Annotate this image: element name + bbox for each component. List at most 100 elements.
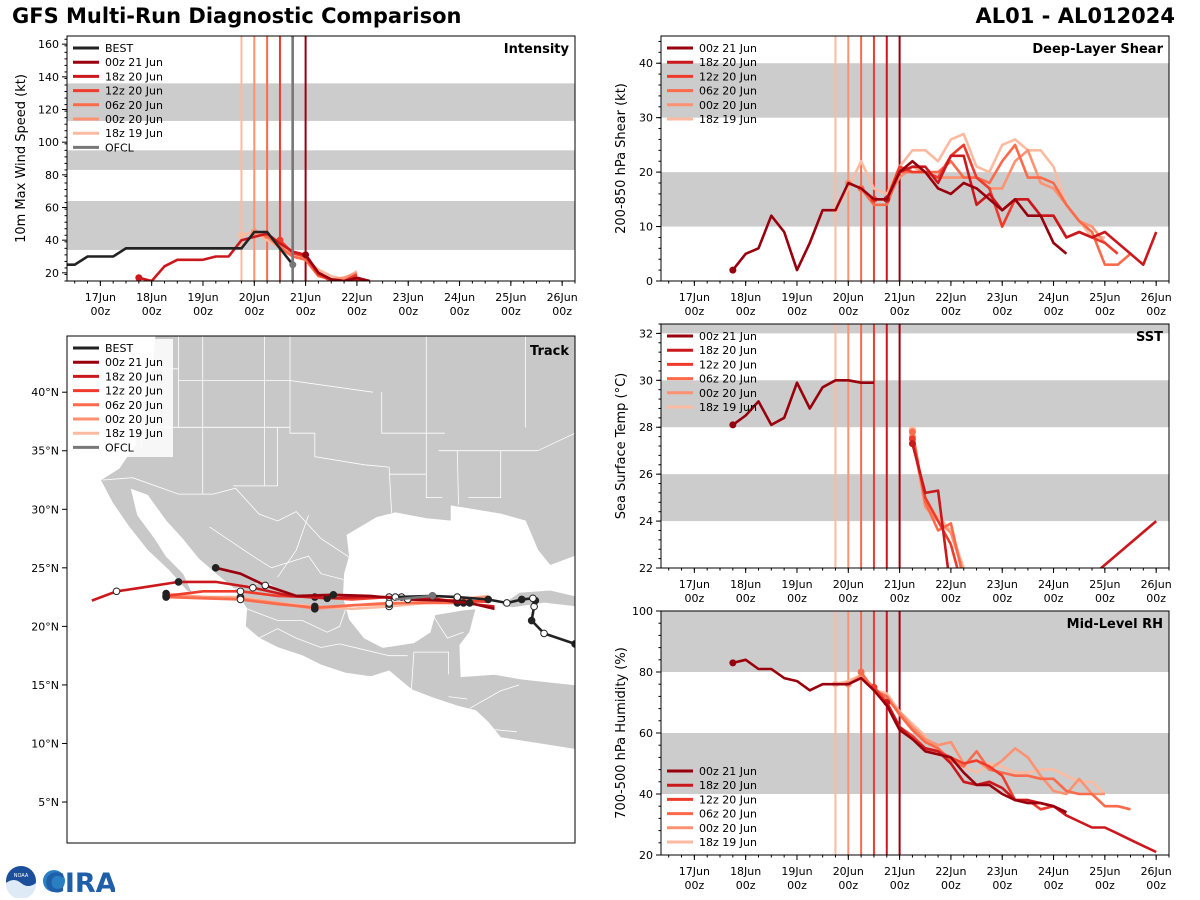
x-tick-label-date: 25Jun [495, 291, 526, 304]
y-axis-label: 700-500 hPa Humidity (%) [614, 647, 629, 819]
best-track-line [67, 230, 294, 266]
x-tick-label-date: 23Jun [987, 578, 1018, 591]
x-tick-label-date: 22Jun [341, 291, 372, 304]
legend-label: 18z 20 Jun [699, 779, 757, 792]
x-tick-label-date: 17Jun [85, 291, 116, 304]
x-tick-label-date: 26Jun [1141, 291, 1172, 304]
lat-tick-label: 20°N [31, 620, 59, 633]
x-tick-label-hour: 00z [244, 305, 264, 318]
x-tick-label-date: 24Jun [1038, 291, 1069, 304]
axes-frame [660, 35, 1170, 282]
y-tick-label: 30 [639, 112, 653, 125]
y-tick-label: 40 [45, 234, 59, 247]
x-tick-label-date: 22Jun [935, 291, 966, 304]
x-tick-label-date: 19Jun [781, 578, 812, 591]
legend-label: 18z 19 Jun [699, 836, 757, 849]
threshold-band [661, 611, 1169, 672]
x-tick-label-date: 25Jun [1089, 865, 1120, 878]
best-track-point [503, 599, 511, 607]
threshold-band [67, 83, 575, 121]
x-tick-label-date: 19Jun [187, 291, 218, 304]
sst-plot-area [661, 324, 1169, 568]
series-init-point [135, 274, 143, 281]
x-tick-label-date: 21Jun [884, 291, 915, 304]
series-line-0 [732, 658, 1067, 814]
shear-panel: 01020304017Jun00z18Jun00z19Jun00z20Jun00… [614, 35, 1172, 318]
x-tick-label-hour: 00z [890, 879, 910, 892]
x-tick-label-date: 23Jun [393, 291, 424, 304]
legend-label: 00z 21 Jun [105, 356, 163, 369]
x-tick-label-hour: 00z [1044, 879, 1064, 892]
legend-label: BEST [105, 342, 133, 355]
noaa-text: NOAA [14, 873, 29, 879]
track-point [465, 599, 474, 607]
y-tick-label: 26 [639, 468, 653, 481]
x-tick-label-date: 22Jun [935, 578, 966, 591]
best-track-point [453, 593, 462, 601]
track-point [174, 578, 183, 586]
series-init-point [729, 421, 737, 429]
legend-label: 18z 19 Jun [699, 113, 757, 126]
y-tick-label: 80 [639, 666, 653, 679]
legend-label: 06z 20 Jun [699, 373, 757, 386]
track-point [162, 592, 170, 600]
x-tick-label-date: 20Jun [833, 291, 864, 304]
legend-label: 18z 20 Jun [105, 370, 163, 383]
panel-title: Track [530, 344, 569, 359]
axes-frame [66, 335, 576, 844]
track-point [211, 564, 220, 572]
rh-panel: 2040608010017Jun00z18Jun00z19Jun00z20Jun… [614, 605, 1172, 892]
series-line-1 [885, 701, 1157, 854]
globe-icon [43, 870, 65, 892]
border-line [381, 392, 445, 434]
x-tick-label-date: 21Jun [884, 578, 915, 591]
legend-label: 12z 20 Jun [105, 385, 163, 398]
x-tick-label-hour: 00z [992, 305, 1012, 318]
legend-label: 18z 20 Jun [105, 70, 163, 83]
border-line [271, 555, 344, 580]
y-tick-label: 40 [639, 788, 653, 801]
track-point [112, 587, 121, 596]
x-tick-label-hour: 00z [1146, 592, 1166, 605]
x-tick-label-date: 19Jun [781, 291, 812, 304]
x-tick-label-hour: 00z [90, 305, 110, 318]
legend-label: 12z 20 Jun [699, 70, 757, 83]
x-tick-label-date: 22Jun [935, 865, 966, 878]
x-tick-label-hour: 00z [941, 592, 961, 605]
x-tick-label-date: 20Jun [833, 578, 864, 591]
y-tick-label: 24 [639, 515, 653, 528]
border-line [209, 526, 272, 569]
border-line [277, 514, 309, 578]
x-tick-label-date: 18Jun [136, 291, 167, 304]
border-line [448, 696, 468, 700]
legend-label: 18z 20 Jun [699, 56, 757, 69]
y-tick-label: 28 [639, 421, 653, 434]
x-tick-label-hour: 00z [941, 305, 961, 318]
series-init-point [908, 440, 916, 448]
x-tick-label-date: 24Jun [444, 291, 475, 304]
y-tick-label: 100 [632, 605, 653, 618]
legend-label: 06z 20 Jun [105, 399, 163, 412]
y-tick-label: 160 [38, 38, 59, 51]
page-title: GFS Multi-Run Diagnostic Comparison [12, 4, 462, 28]
x-tick-label-date: 18Jun [730, 291, 761, 304]
legend-label: OFCL [105, 141, 135, 154]
legend-label: 18z 19 Jun [105, 127, 163, 140]
legend-label: 18z 19 Jun [699, 401, 757, 414]
rh-plot-area [661, 611, 1169, 855]
x-tick-label-hour: 00z [684, 305, 704, 318]
best-track-point [517, 595, 526, 604]
lat-tick-label: 5°N [38, 796, 59, 809]
legend-label: 12z 20 Jun [699, 793, 757, 806]
track-line-3 [166, 595, 489, 609]
y-tick-label: 60 [45, 202, 59, 215]
series-line-1 [911, 443, 1158, 568]
x-tick-label-date: 18Jun [730, 865, 761, 878]
x-tick-label-date: 17Jun [679, 865, 710, 878]
lat-tick-label: 35°N [31, 445, 59, 458]
border-line [469, 684, 520, 709]
x-tick-label-hour: 00z [1044, 305, 1064, 318]
x-tick-label-date: 23Jun [987, 291, 1018, 304]
legend-label: 12z 20 Jun [699, 358, 757, 371]
legend-label: 18z 19 Jun [105, 427, 163, 440]
